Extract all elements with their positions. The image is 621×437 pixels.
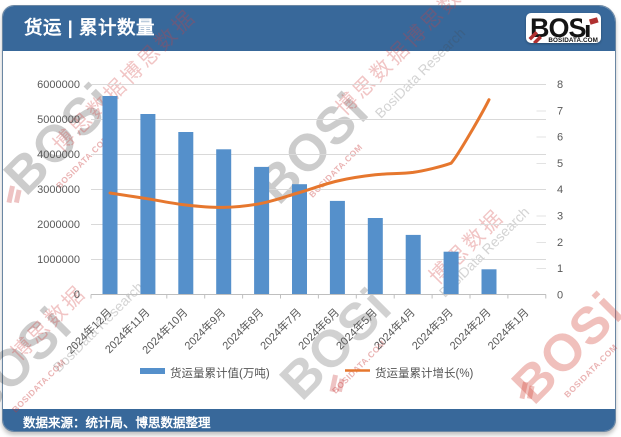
svg-text:3000000: 3000000 bbox=[37, 184, 80, 196]
svg-text:货运量累计值(万吨): 货运量累计值(万吨) bbox=[170, 366, 270, 380]
svg-text:1000000: 1000000 bbox=[37, 254, 80, 266]
svg-text:3: 3 bbox=[557, 211, 563, 223]
svg-text:0: 0 bbox=[557, 289, 563, 301]
svg-text:7: 7 bbox=[557, 105, 563, 117]
svg-text:货运量累计增长(%): 货运量累计增长(%) bbox=[375, 366, 474, 380]
svg-text:2: 2 bbox=[557, 237, 563, 249]
svg-text:BOSIDATA.COM: BOSIDATA.COM bbox=[548, 37, 598, 43]
svg-text:5: 5 bbox=[557, 158, 563, 170]
svg-text:5000000: 5000000 bbox=[37, 114, 80, 126]
svg-text:0: 0 bbox=[74, 289, 80, 301]
svg-text:4000000: 4000000 bbox=[37, 149, 80, 161]
svg-text:4: 4 bbox=[557, 184, 563, 196]
svg-text:i: i bbox=[584, 13, 592, 43]
svg-text:6000000: 6000000 bbox=[37, 79, 80, 91]
svg-text:6: 6 bbox=[557, 132, 563, 144]
svg-text:8: 8 bbox=[557, 79, 563, 91]
svg-text:2024年1月: 2024年1月 bbox=[484, 305, 531, 352]
svg-text:1: 1 bbox=[557, 263, 563, 275]
svg-text:2000000: 2000000 bbox=[37, 219, 80, 231]
